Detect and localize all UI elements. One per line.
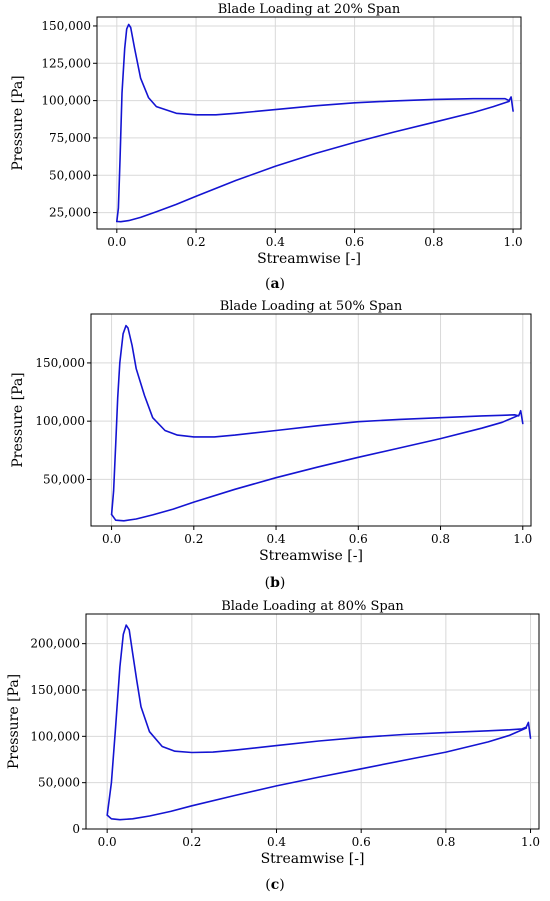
x-axis-label: Streamwise [-] xyxy=(257,251,361,267)
x-axis-label: Streamwise [-] xyxy=(259,548,363,564)
suction-side-line xyxy=(110,414,520,522)
panel-label-c: (c) xyxy=(265,877,285,893)
y-tick-label: 0 xyxy=(72,822,80,836)
y-tick-label: 150,000 xyxy=(41,19,91,33)
chart-title: Blade Loading at 50% Span xyxy=(220,299,403,314)
x-tick-label: 0.6 xyxy=(349,532,368,546)
x-tick-label: 1.0 xyxy=(504,235,523,249)
suction-side-line xyxy=(116,100,510,223)
chart-title: Blade Loading at 80% Span xyxy=(221,599,404,614)
x-tick-label: 1.0 xyxy=(513,532,532,546)
pressure-chart-80-span: Blade Loading at 80% Span 0.0 0.2 0.4 0.6 0.8… xyxy=(6,599,540,867)
y-axis-label: Pressure [Pa] xyxy=(6,674,22,769)
series-group xyxy=(116,23,514,223)
x-tick-label: 0.4 xyxy=(266,532,285,546)
pressure-chart-50-span: Blade Loading at 50% Span 0.0 0.2 0.4 0.6 0.8… xyxy=(10,299,532,564)
y-tick-label: 50,000 xyxy=(43,472,85,486)
grid-lines xyxy=(86,614,539,830)
y-tick-label: 50,000 xyxy=(38,776,80,790)
y-axis-label: Pressure [Pa] xyxy=(10,75,26,170)
plot-frame xyxy=(96,16,522,230)
x-tick-label: 0.0 xyxy=(107,235,126,249)
series-group xyxy=(110,324,524,522)
y-tick-label: 75,000 xyxy=(49,131,91,145)
x-tick-label: 0.6 xyxy=(345,235,364,249)
chart-title: Blade Loading at 20% Span xyxy=(218,2,401,17)
y-tick-label: 125,000 xyxy=(41,56,91,70)
chart-panel-c: Blade Loading at 80% Span 0.0 0.2 0.4 0.6 0.8… xyxy=(0,597,550,901)
x-tick-label: 0.2 xyxy=(187,235,206,249)
x-tick-label: 0.2 xyxy=(182,835,201,849)
grid-lines xyxy=(91,314,531,526)
y-tick-label: 100,000 xyxy=(35,414,85,428)
x-tick-label: 0.4 xyxy=(266,235,285,249)
y-tick-label: 150,000 xyxy=(30,683,80,697)
x-tick-label: 0.6 xyxy=(352,835,371,849)
x-tick-label: 0.0 xyxy=(98,835,117,849)
series-group xyxy=(106,624,532,821)
pressure-side-line xyxy=(110,324,524,516)
y-tick-label: 100,000 xyxy=(41,94,91,108)
panel-label-a: (a) xyxy=(264,276,285,292)
chart-panel-a: Blade Loading at 20% Span 0.0 0.2 0.4 0.6 0.8… xyxy=(0,0,550,297)
y-tick-label: 200,000 xyxy=(30,637,80,651)
plot-frame xyxy=(85,613,540,830)
y-tick-label: 150,000 xyxy=(35,356,85,370)
pressure-side-line xyxy=(106,624,532,816)
y-axis-label: Pressure [Pa] xyxy=(10,372,26,467)
suction-side-line xyxy=(106,727,528,821)
panel-label-b: (b) xyxy=(264,575,286,591)
x-axis-label: Streamwise [-] xyxy=(261,851,365,867)
y-tick-label: 100,000 xyxy=(30,729,80,743)
x-tick-label: 0.8 xyxy=(431,532,450,546)
chart-panel-b: Blade Loading at 50% Span 0.0 0.2 0.4 0.6 0.8… xyxy=(0,297,550,597)
x-tick-label: 0.8 xyxy=(436,835,455,849)
x-tick-label: 0.0 xyxy=(102,532,121,546)
grid-lines xyxy=(97,17,521,229)
pressure-chart-20-span: Blade Loading at 20% Span 0.0 0.2 0.4 0.6 0.8… xyxy=(10,2,523,267)
y-tick-label: 25,000 xyxy=(49,206,91,220)
pressure-side-line xyxy=(116,23,514,223)
x-tick-label: 0.4 xyxy=(267,835,286,849)
x-tick-label: 0.2 xyxy=(184,532,203,546)
y-tick-label: 50,000 xyxy=(49,168,91,182)
plot-frame xyxy=(90,313,532,527)
x-tick-label: 1.0 xyxy=(521,835,540,849)
x-tick-label: 0.8 xyxy=(424,235,443,249)
